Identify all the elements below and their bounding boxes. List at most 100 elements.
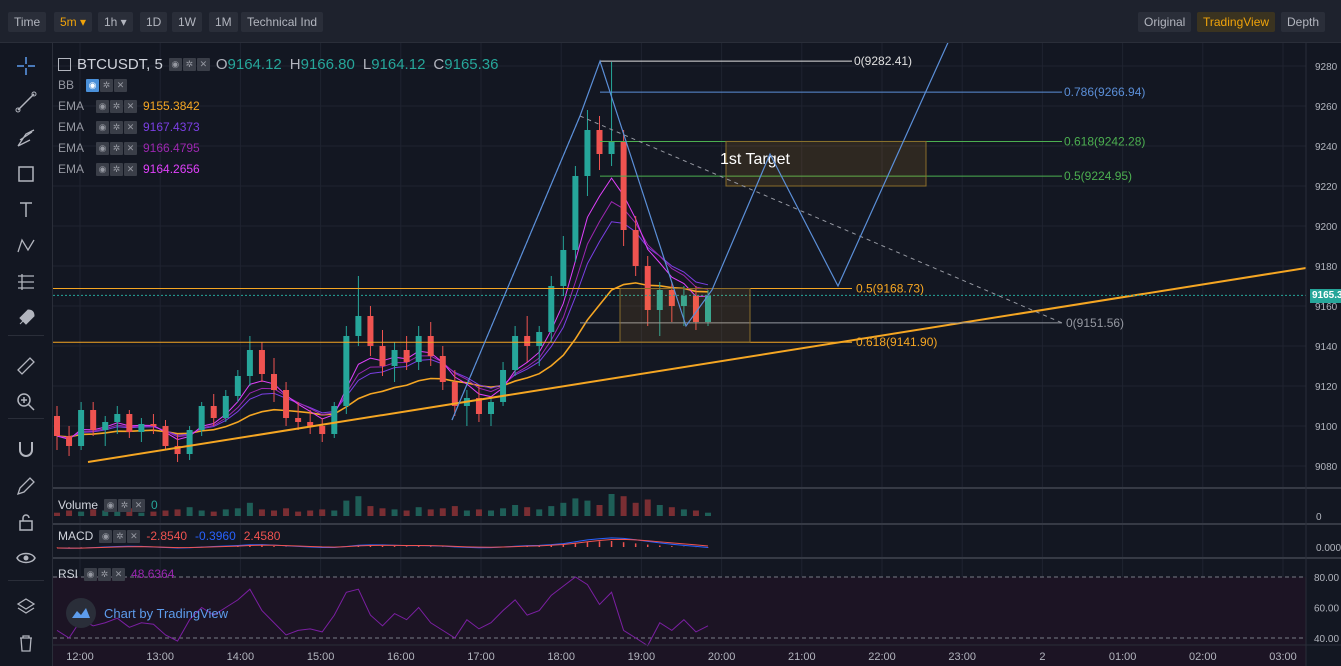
time-button[interactable]: Time (8, 12, 47, 32)
eye-icon[interactable]: ◉ (96, 99, 109, 113)
retracement-zone-box (619, 288, 751, 343)
close-icon[interactable]: ✕ (127, 529, 141, 543)
volume-bar (355, 496, 362, 516)
tradingview-view-button[interactable]: TradingView (1197, 12, 1276, 32)
fib-level-label: 0.5(9224.95) (1064, 169, 1132, 183)
pitchfork-icon[interactable] (10, 124, 42, 152)
gear-icon[interactable]: ✲ (110, 99, 123, 113)
y-tick-label: 9120 (1315, 382, 1338, 393)
trend-line-icon[interactable] (10, 88, 42, 116)
interval-1d-button[interactable]: 1D (140, 12, 168, 32)
chart-settings-icon[interactable] (58, 58, 71, 71)
gear-icon[interactable]: ✲ (118, 498, 132, 512)
ema-legend-icons: ◉ ✲ ✕ (96, 141, 137, 155)
eye-icon[interactable]: ◉ (168, 58, 182, 71)
candle (427, 322, 434, 366)
eye-icon[interactable] (10, 544, 42, 572)
eye-icon[interactable]: ◉ (99, 529, 113, 543)
volume-bar (138, 512, 145, 516)
eye-icon[interactable]: ◉ (104, 498, 118, 512)
ema-label: EMA (58, 99, 85, 113)
candle (403, 336, 410, 370)
interval-5m-button[interactable]: 5m ▾ (54, 12, 93, 32)
volume-bar (644, 499, 651, 516)
magnet-icon[interactable] (10, 436, 42, 464)
gear-icon[interactable]: ✲ (98, 567, 112, 581)
gear-icon[interactable]: ✲ (110, 162, 123, 176)
bb-legend-icons: ◉ ✲ ✕ (86, 78, 127, 92)
zoom-in-icon[interactable] (10, 388, 42, 416)
ruler-icon[interactable] (10, 352, 42, 380)
rsi-value: 48.6364 (131, 567, 175, 581)
x-tick-label: 14:00 (227, 651, 255, 663)
volume-bar (222, 509, 229, 516)
volume-bar (451, 506, 458, 516)
x-tick-label: 22:00 (868, 651, 896, 663)
crosshair-icon[interactable] (10, 52, 42, 80)
eye-icon[interactable]: ◉ (96, 120, 109, 134)
close-icon[interactable]: ✕ (196, 58, 210, 71)
gear-icon[interactable]: ✲ (113, 529, 127, 543)
layers-icon[interactable] (10, 593, 42, 621)
volume-bar (126, 508, 133, 516)
macd-tick-label: 0.000 (1316, 543, 1341, 554)
candle (475, 386, 482, 422)
interval-1w-button[interactable]: 1W (172, 12, 202, 32)
gear-icon[interactable]: ✲ (100, 78, 113, 92)
trash-icon[interactable] (10, 629, 42, 657)
interval-1h-button[interactable]: 1h ▾ (98, 12, 133, 32)
drawing-toolbar (0, 43, 53, 666)
symbol-legend: BTCUSDT, 5 ◉ ✲ ✕ O 9164.12 H 9166.80 L 9164.1… (58, 56, 499, 73)
eye-icon[interactable]: ◉ (96, 141, 109, 155)
text-icon[interactable] (10, 196, 42, 224)
tradingview-watermark[interactable]: Chart by TradingView (66, 598, 228, 628)
volume-bar (283, 508, 290, 516)
pattern-icon[interactable] (10, 232, 42, 260)
close-icon[interactable]: ✕ (124, 162, 137, 176)
candle (331, 402, 338, 438)
interval-1m-button[interactable]: 1M (209, 12, 238, 32)
y-tick-label: 9260 (1315, 102, 1338, 113)
volume-bar (415, 507, 422, 516)
eye-icon[interactable]: ◉ (84, 567, 98, 581)
candle (319, 418, 326, 442)
close-icon[interactable]: ✕ (132, 498, 146, 512)
high-value: 9166.80 (300, 56, 355, 73)
close-icon[interactable]: ✕ (112, 567, 126, 581)
candle (102, 416, 109, 446)
macd-value-1: -2.8540 (146, 529, 188, 543)
candle (162, 420, 169, 450)
gear-icon[interactable]: ✲ (110, 120, 123, 134)
current-price-badge: 9165.3 (1310, 289, 1341, 303)
volume-bar (150, 511, 157, 516)
eye-icon[interactable]: ◉ (86, 78, 99, 92)
gear-icon[interactable]: ✲ (182, 58, 196, 71)
candle (451, 370, 458, 416)
lock-icon[interactable] (10, 508, 42, 536)
ema-legend-1: EMA ◉ ✲ ✕ 9155.3842 (58, 99, 200, 113)
rectangle-icon[interactable] (10, 160, 42, 188)
close-icon[interactable]: ✕ (124, 99, 137, 113)
volume-bar (512, 505, 519, 516)
candle (234, 370, 241, 402)
ema-legend-icons: ◉ ✲ ✕ (96, 162, 137, 176)
macd-value-2: -0.3960 (195, 529, 236, 543)
eye-icon[interactable]: ◉ (96, 162, 109, 176)
depth-view-button[interactable]: Depth (1281, 12, 1326, 32)
close-icon[interactable]: ✕ (124, 141, 137, 155)
volume-bar (427, 509, 434, 516)
rsi-plot (53, 576, 1306, 666)
close-icon[interactable]: ✕ (124, 120, 137, 134)
candle (536, 326, 543, 366)
volume-bar (379, 508, 386, 516)
original-view-button[interactable]: Original (1138, 12, 1192, 32)
x-tick-label: 16:00 (387, 651, 415, 663)
rocket-icon[interactable] (10, 304, 42, 332)
gear-icon[interactable]: ✲ (110, 141, 123, 155)
pencil-lock-icon[interactable] (10, 472, 42, 500)
close-icon[interactable]: ✕ (114, 78, 127, 92)
technical-indicators-button[interactable]: Technical Ind (241, 12, 324, 32)
close-label: C (433, 56, 445, 73)
fib-icon[interactable] (10, 268, 42, 296)
